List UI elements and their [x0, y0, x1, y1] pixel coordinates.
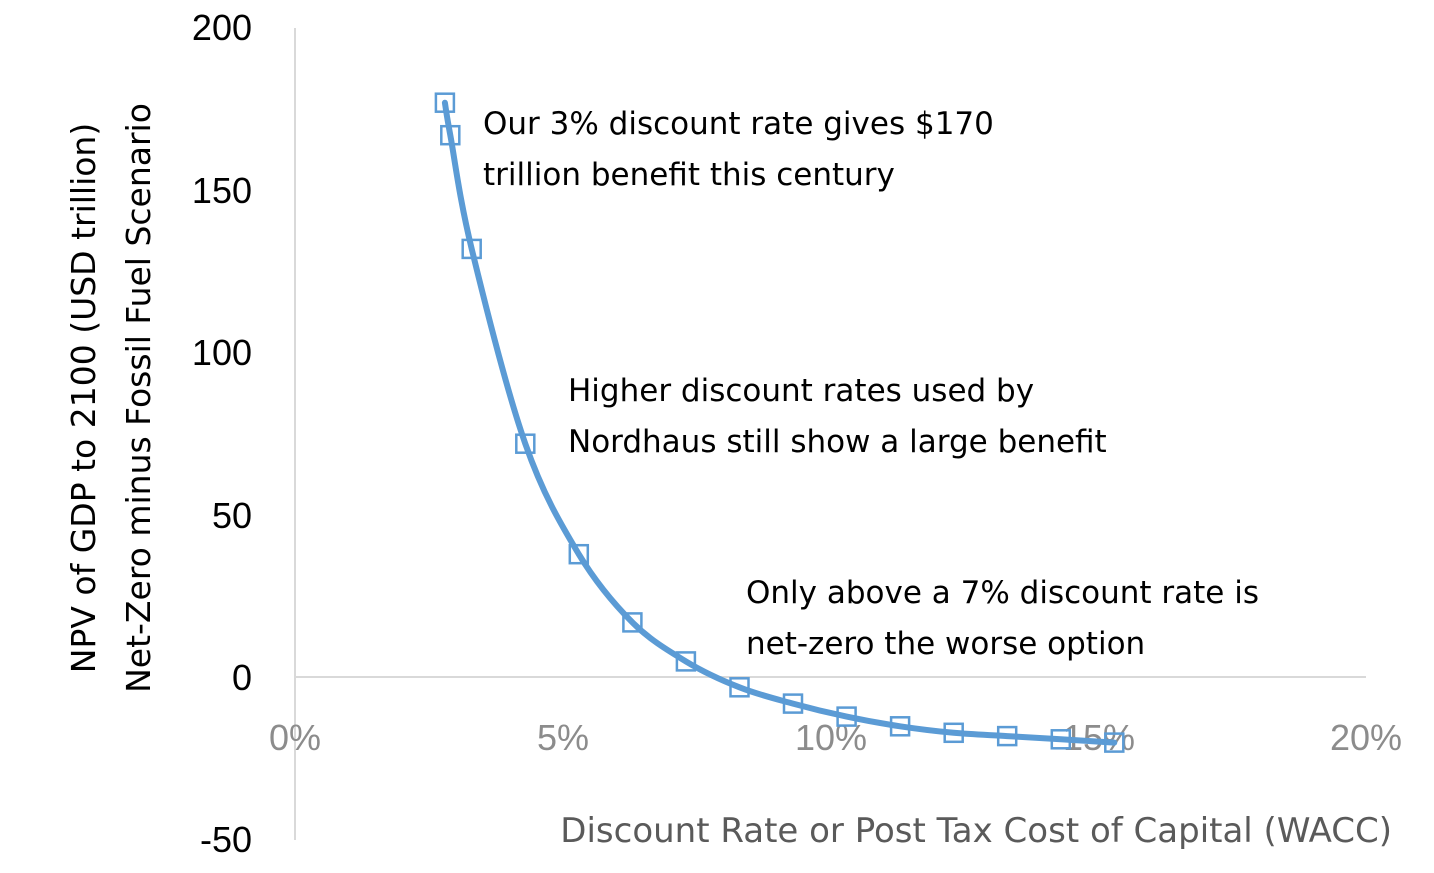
annotation-line: Our 3% discount rate gives $170: [483, 106, 994, 142]
y-tick-label: 100: [192, 332, 252, 373]
annotation-line: trillion benefit this century: [483, 157, 895, 193]
annotation-line: Only above a 7% discount rate is: [746, 575, 1259, 611]
data-point-marker: [461, 238, 482, 260]
data-point-marker: [434, 92, 456, 113]
data-point-marker: [996, 725, 1018, 747]
data-point-marker: [889, 716, 911, 737]
y-axis-title-line-2: Net-Zero minus Fossil Fuel Scenario: [119, 103, 158, 693]
data-point-marker: [622, 612, 643, 633]
data-point-marker: [782, 693, 804, 714]
x-tick-labels: 0% 5% 10% 15% 20%: [269, 717, 1402, 758]
annotation-nordhaus: Higher discount rates used by Nordhaus s…: [568, 373, 1107, 460]
data-point-marker: [1104, 732, 1125, 753]
annotation-line: Nordhaus still show a large benefit: [568, 424, 1107, 460]
y-axis-title-line-1: NPV of GDP to 2100 (USD trillion): [64, 123, 103, 673]
y-tick-labels: 200 150 100 50 0 -50: [192, 7, 252, 860]
data-point-marker: [440, 124, 461, 146]
y-tick-label: 50: [212, 495, 252, 536]
y-tick-label: 0: [232, 657, 252, 698]
annotation-3pct: Our 3% discount rate gives $170 trillion…: [483, 106, 994, 193]
x-tick-label: 5%: [537, 717, 589, 758]
series-markers: [434, 92, 1125, 753]
data-point-marker: [943, 722, 964, 744]
annotation-7pct: Only above a 7% discount rate is net-zer…: [746, 575, 1259, 662]
annotation-line: Higher discount rates used by: [568, 373, 1034, 409]
annotation-line: net-zero the worse option: [746, 626, 1145, 662]
x-axis-title: Discount Rate or Post Tax Cost of Capita…: [560, 811, 1392, 851]
y-tick-label: -50: [200, 819, 252, 860]
y-tick-label: 150: [192, 170, 252, 211]
data-point-marker: [568, 543, 590, 565]
x-tick-label: 0%: [269, 717, 321, 758]
y-tick-label: 200: [192, 7, 252, 48]
data-point-marker: [675, 651, 697, 672]
data-point-marker: [729, 677, 750, 698]
series-line: [441, 99, 1118, 746]
data-point-marker: [1050, 729, 1072, 750]
x-tick-label: 20%: [1330, 717, 1402, 758]
data-point-marker: [515, 433, 536, 454]
data-point-marker: [836, 706, 857, 727]
